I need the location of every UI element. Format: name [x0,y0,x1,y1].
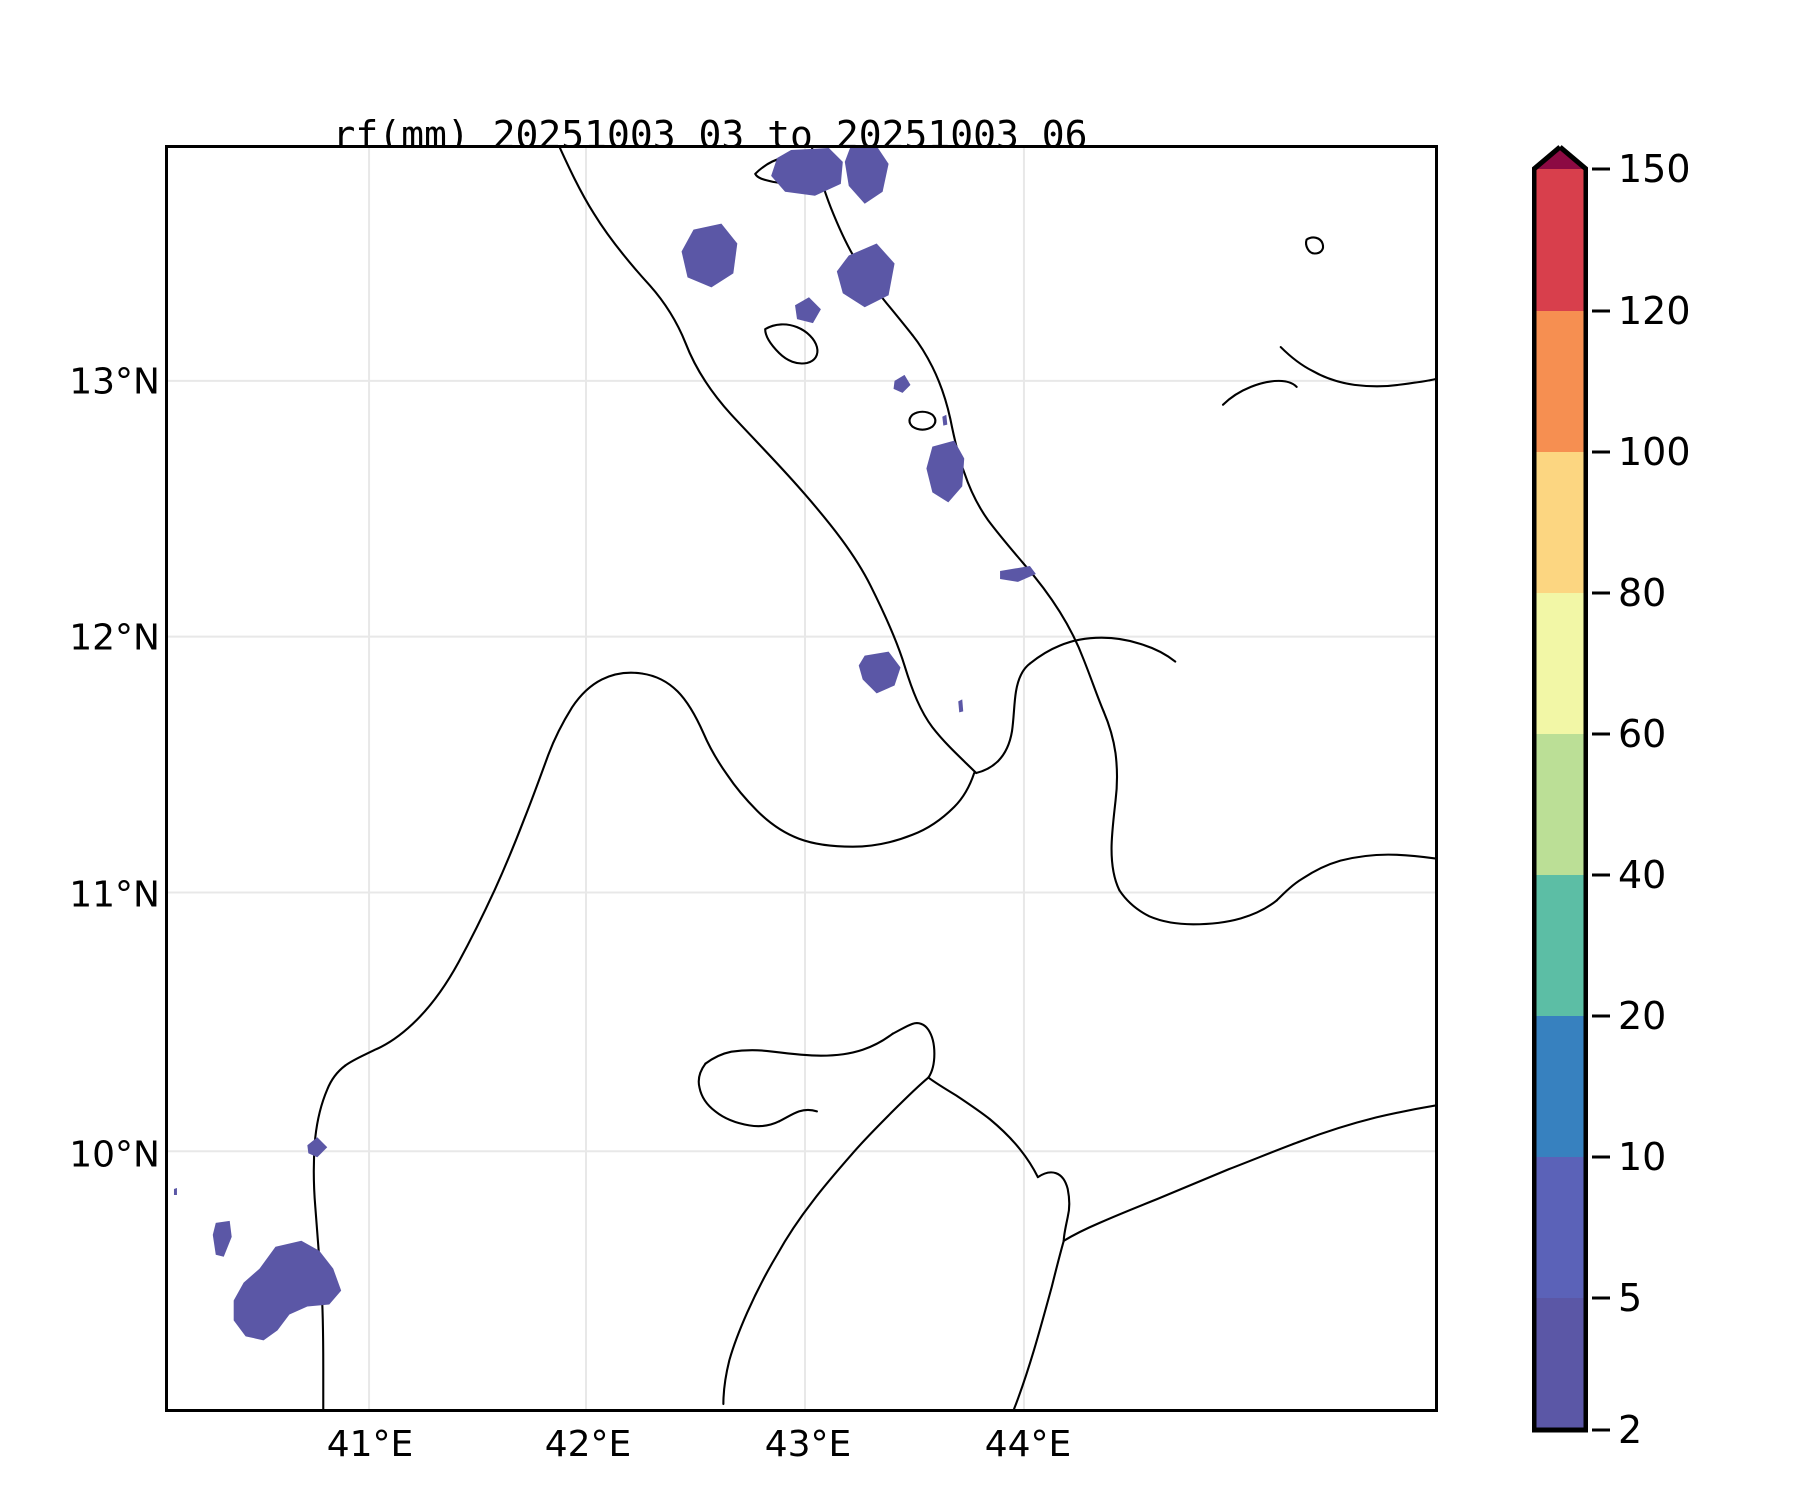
colorbar-extend-arrow-max [1534,147,1586,169]
border-djibouti-north [975,662,1031,775]
colorbar-band-60-80 [1534,593,1586,734]
border-ethiopia-djibouti-southwest [722,1076,930,1406]
y-tick-label-11N: 11°N [69,874,160,916]
coastline-southeast-notch [1036,1171,1071,1242]
border-somaliland-inland [1062,1104,1435,1242]
coastline-red-sea-west [558,148,978,775]
colorbar-band-2-5 [1534,1298,1586,1430]
colorbar-label-100: 100 [1618,430,1691,474]
coastline-gulf-of-aden-north [1118,889,1278,926]
colorbar-band-10-20 [1534,1016,1586,1157]
colorbar-tickmark-150 [1592,167,1610,171]
colorbar-tickmark-2 [1592,1428,1610,1432]
colorbar-label-20: 20 [1618,994,1667,1038]
x-tick-label-42E: 42°E [544,1424,632,1465]
coastline-tadjoura-east-head [891,1022,936,1079]
rain-patch-east-thin [1000,566,1036,582]
rain-patch-north-coast-3 [836,243,895,308]
rain-patch-gulf-tiny [958,699,964,713]
colorbar-band-100-120 [1534,311,1586,452]
rain-patch-dot [173,1188,177,1196]
colorbar-tickmark-5 [1592,1296,1610,1300]
rain-patch-southwest-sliver [212,1220,232,1257]
colorbar-label-2: 2 [1618,1408,1643,1452]
y-tick-label-13N: 13°N [69,361,160,403]
coastline-arabia-south [1279,346,1435,388]
colorbar-tickmark-40 [1592,873,1610,877]
colorbar-label-120: 120 [1618,289,1691,333]
y-tick-label-12N: 12°N [69,617,160,659]
gridlines [168,148,1435,1409]
colorbar-label-40: 40 [1618,853,1667,897]
colorbar-band-80-100 [1534,452,1586,593]
map-plot-area[interactable] [165,145,1438,1412]
island-strait-a [908,410,937,431]
colorbar-label-150: 150 [1618,147,1691,191]
coastline-bab-el-mandeb-approach [1028,636,1177,665]
rain-patch-inland-north [681,223,738,288]
coastline-eritrea-east-lower [911,334,1105,713]
colorbar-band-120-150 [1534,169,1586,311]
colorbar-band-40-60 [1534,734,1586,875]
coastline-tadjoura-south [778,1108,818,1123]
coastline-tadjoura-north [704,1032,894,1065]
border-southwest-extension [312,1064,347,1409]
coastline-and-border-layer [312,148,1435,1409]
island-small-outline [764,323,819,365]
rain-patch-north-coast-1 [771,148,843,196]
rainfall-contour-layer [173,148,1036,1341]
colorbar-tickmark-60 [1592,732,1610,736]
colorbar-label-5: 5 [1618,1276,1643,1320]
rain-patch-strait-elongated [926,440,965,503]
border-south-ethiopia-somaliland [1012,1239,1065,1409]
x-tick-label-44E: 44°E [984,1424,1072,1465]
rain-band-2-to-5 [173,148,1036,1341]
coastline-djibouti-city-south [927,1076,1039,1179]
colorbar[interactable]: 150 120 100 80 60 40 20 10 5 2 [1532,145,1792,1452]
rain-patch-gulf [858,651,901,694]
x-tick-label-41E: 41°E [326,1424,414,1465]
coastline-tadjoura-west-tip [697,1062,781,1128]
rain-patch-mid-north-small [795,297,821,324]
colorbar-tickmark-80 [1592,591,1610,595]
colorbar-tickmark-10 [1592,1155,1610,1159]
colorbar-tickmark-120 [1592,309,1610,313]
coastline-strait-west [1102,710,1121,892]
colorbar-band-5-10 [1534,1157,1586,1298]
rain-patch-north-coast-2 [844,148,889,204]
border-inland-west [344,671,643,1067]
colorbar-tickmark-20 [1592,1014,1610,1018]
border-somaliland-coast [1275,853,1435,902]
rain-patch-southwest-main [233,1240,342,1341]
border-inland-north [640,672,976,848]
colorbar-label-60: 60 [1618,712,1667,756]
colorbar-label-80: 80 [1618,571,1667,615]
colorbar-band-20-40 [1534,875,1586,1016]
island-strait-b [1305,236,1325,255]
colorbar-gradient[interactable] [1532,145,1588,1435]
rain-patch-west-diamond [307,1137,328,1158]
rain-patch-coast-tiny [893,374,911,393]
coastline-small-bay-arabia [1221,379,1298,406]
rain-patch-sliver-tiny [942,414,948,426]
colorbar-label-10: 10 [1618,1135,1667,1179]
colorbar-tickmark-100 [1592,450,1610,454]
colorbar-outline [1532,145,1588,1433]
y-tick-label-10N: 10°N [69,1134,160,1176]
x-tick-label-43E: 43°E [764,1424,852,1465]
